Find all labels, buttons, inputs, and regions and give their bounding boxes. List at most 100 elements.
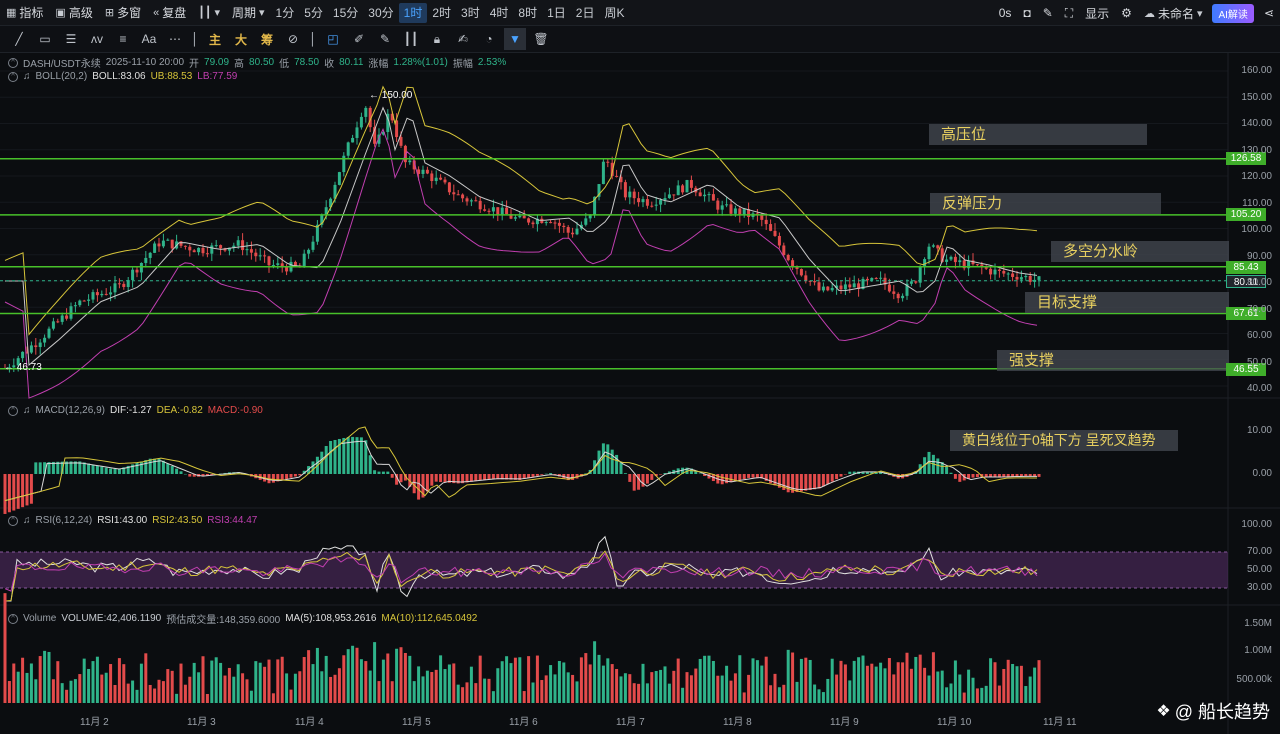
timeframe-4[interactable]: 1时: [398, 2, 428, 23]
candle-body: [808, 280, 812, 282]
candles-icon[interactable]: ┃┃: [403, 32, 419, 46]
macd-bar: [773, 474, 777, 486]
annotation-rebound-pressure[interactable]: 反弹压力: [930, 193, 1161, 214]
bell-icon[interactable]: ♫: [23, 405, 31, 416]
macd-bar: [1002, 474, 1006, 478]
candle-body: [465, 198, 469, 202]
timeframe-0[interactable]: 1分: [275, 5, 295, 20]
collapse-icon[interactable]: ^: [8, 515, 18, 526]
volume-bar: [751, 658, 755, 703]
volume-bar: [918, 654, 922, 703]
volume-bar: [958, 674, 962, 703]
timeframe-3[interactable]: 30分: [368, 5, 394, 20]
volume-bar: [285, 673, 289, 703]
fib-icon[interactable]: ≡: [119, 32, 127, 46]
replay-button[interactable]: «复盘: [153, 6, 187, 20]
share-icon[interactable]: ⋖: [1263, 6, 1274, 20]
draw-mode-icon[interactable]: ◔: [485, 32, 493, 46]
volume-bar: [175, 693, 179, 703]
lock-icon[interactable]: 🔒︎: [433, 31, 441, 46]
volume-bar: [896, 662, 900, 703]
volume-bar: [126, 683, 130, 703]
chips-button[interactable]: 筹: [260, 32, 273, 47]
magnet-icon[interactable]: ◰: [327, 32, 339, 46]
wave-icon[interactable]: ʌv: [91, 32, 103, 46]
candle-body: [469, 200, 473, 202]
volume-bar: [769, 685, 773, 703]
volume-bar: [760, 665, 764, 703]
timeframe-7[interactable]: 4时: [489, 5, 509, 20]
candle-body: [166, 239, 170, 241]
fullscreen-icon[interactable]: ⛶: [1064, 5, 1074, 20]
volume-bar: [861, 655, 865, 703]
collapse-icon[interactable]: ^: [8, 71, 18, 82]
bell-icon[interactable]: ♫: [23, 515, 31, 526]
axis-label: 110.00: [1242, 197, 1272, 209]
timeframe-11[interactable]: 周K: [604, 5, 625, 20]
macd-bar: [659, 474, 663, 475]
compare-icon[interactable]: ⊘: [287, 32, 299, 46]
ai-interpret-button[interactable]: AI解读: [1212, 3, 1254, 23]
macd-bar: [791, 474, 795, 493]
macd-bar: [100, 466, 104, 474]
candle-body: [553, 222, 557, 224]
gear-icon[interactable]: ⚙: [1121, 6, 1132, 20]
annotation-target-support[interactable]: 目标支撑: [1025, 292, 1229, 313]
brush-icon[interactable]: ✎: [379, 32, 391, 46]
timeframe-9[interactable]: 1日: [547, 5, 566, 20]
annotation-high-pressure[interactable]: 高压位: [929, 124, 1147, 145]
timeframe-8[interactable]: 8时: [518, 5, 538, 20]
macd-bar: [760, 474, 764, 479]
camera-icon[interactable]: ◘: [1023, 6, 1031, 20]
indicators-button[interactable]: ▦ 指标: [6, 6, 44, 20]
collapse-icon[interactable]: ^: [8, 57, 18, 68]
chart-canvas[interactable]: [0, 53, 1280, 734]
candle-body: [320, 214, 324, 225]
horizontal-lines-icon[interactable]: ☰: [65, 32, 77, 46]
macd-bar: [412, 474, 416, 494]
period-select[interactable]: 周期 ▾: [232, 6, 265, 20]
annotation-strong-support[interactable]: 强支撑: [997, 350, 1229, 371]
macd-bar: [795, 474, 799, 493]
multi-window-button[interactable]: ⊞ 多窗: [104, 6, 142, 20]
annotation-macd-note[interactable]: 黄白线位于0轴下方 呈死叉趋势: [950, 430, 1178, 451]
advanced-button[interactable]: ▣ 高级: [55, 6, 93, 20]
ruler-icon[interactable]: ✐: [353, 32, 365, 46]
pen-icon[interactable]: ✎: [1042, 6, 1053, 20]
timeframe-2[interactable]: 15分: [332, 5, 359, 20]
chevron-down-icon: ▾: [259, 7, 265, 19]
timeframe-6[interactable]: 3时: [461, 5, 480, 20]
candle-body: [456, 194, 460, 196]
edit-icon[interactable]: ✍: [457, 32, 469, 46]
macd-bar: [989, 474, 993, 478]
big-order-button[interactable]: 大: [234, 32, 247, 47]
candle-body: [716, 200, 720, 210]
volume-bar: [817, 689, 821, 703]
bell-icon[interactable]: ♫: [23, 71, 31, 82]
macd-bar: [153, 458, 157, 474]
macd-bar: [615, 454, 619, 474]
annotation-bull-bear-line[interactable]: 多空分水岭: [1051, 241, 1229, 262]
trend-line-icon[interactable]: ╱: [15, 32, 23, 46]
candle-body: [34, 345, 38, 348]
macd-bar: [65, 461, 69, 474]
collapse-icon[interactable]: ^: [8, 613, 18, 624]
candle-body: [945, 259, 949, 262]
rectangle-icon[interactable]: ▭: [39, 32, 51, 46]
text-tool-button[interactable]: Aa: [141, 32, 157, 46]
timeframe-1[interactable]: 5分: [304, 5, 323, 20]
display-button[interactable]: 显示: [1085, 6, 1110, 21]
timeframe-5[interactable]: 2时: [432, 5, 452, 20]
main-chart-button[interactable]: 主: [208, 32, 221, 47]
timeframe-10[interactable]: 2日: [575, 5, 595, 20]
volume-bar: [852, 660, 856, 703]
chart-type-button[interactable]: ┃┃ ▾: [192, 0, 226, 26]
trash-icon[interactable]: 🗑︎: [533, 32, 549, 46]
candle-body: [799, 269, 803, 276]
layout-select[interactable]: ☁ 未命名 ▾: [1143, 6, 1203, 21]
filter-icon[interactable]: ▼: [504, 28, 526, 50]
more-icon[interactable]: ⋯: [169, 32, 181, 46]
collapse-icon[interactable]: ^: [8, 405, 18, 416]
